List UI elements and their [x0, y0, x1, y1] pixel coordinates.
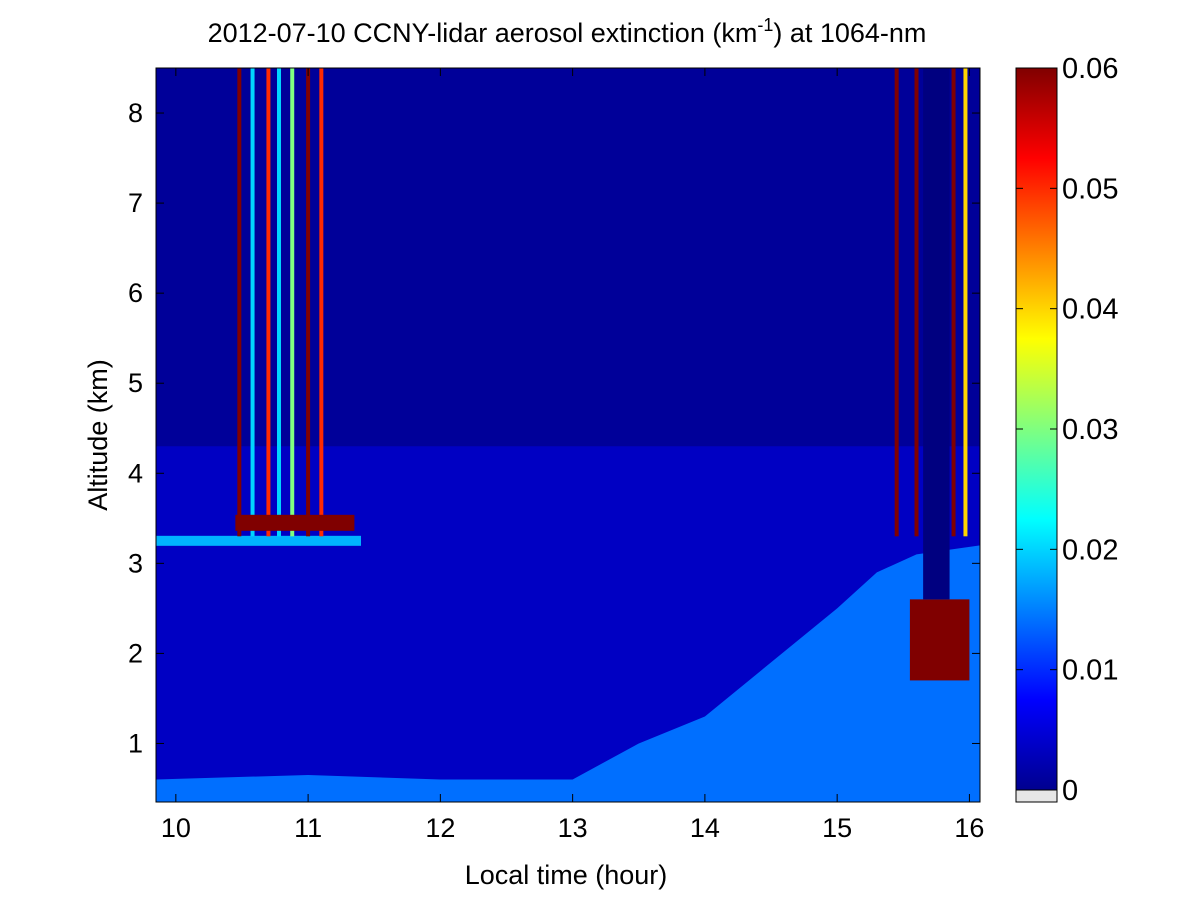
cloud-layer	[235, 514, 355, 531]
plot-frame	[155, 67, 981, 803]
colorbar-tick-label: 0.02	[1062, 534, 1118, 566]
cloud-column	[951, 68, 956, 537]
title-tail: ) at 1064-nm	[773, 18, 926, 48]
cloud-column	[914, 68, 919, 537]
y-tick-label: 2	[128, 638, 143, 668]
cloud-column	[894, 68, 899, 537]
cloud-column	[250, 68, 255, 537]
colorbar-tick-label: 0.05	[1062, 173, 1118, 205]
x-tick-label: 16	[954, 813, 984, 843]
cloud-column	[319, 68, 324, 537]
y-tick-label: 3	[128, 548, 143, 578]
x-tick-label: 11	[294, 813, 322, 843]
colorbar-tick-label: 0.01	[1062, 655, 1118, 687]
x-tick-label: 14	[690, 813, 720, 843]
y-axis: 1 2 3 4 5 6 7 8	[128, 98, 980, 758]
colorbar-ticks: 0 0.01 0.02 0.03 0.04 0.05 0.06	[1016, 53, 1118, 807]
aerosol-layer	[156, 535, 362, 546]
title-superscript: -1	[757, 15, 773, 35]
low-cloud-block	[909, 599, 970, 681]
cloud-column	[963, 68, 968, 537]
chart-title: 2012-07-10 CCNY-lidar aerosol extinction…	[208, 15, 927, 48]
y-tick-label: 6	[128, 278, 143, 308]
cloud-column	[290, 68, 295, 537]
plot-area	[156, 68, 980, 802]
title-main: 2012-07-10 CCNY-lidar aerosol extinction…	[208, 18, 758, 48]
colorbar-tick-label: 0.06	[1062, 53, 1118, 85]
blank-segment	[923, 68, 950, 600]
cloud-column	[277, 68, 282, 537]
x-tick-label: 10	[161, 813, 191, 843]
x-tick-label: 13	[558, 813, 588, 843]
cloud-column	[237, 68, 242, 537]
x-axis: 10 11 12 13 14 15 16	[161, 68, 984, 843]
y-tick-label: 1	[128, 728, 143, 758]
y-tick-label: 5	[128, 368, 143, 398]
colorbar-tick-label: 0	[1062, 775, 1078, 807]
y-tick-label: 7	[128, 188, 143, 218]
y-tick-label: 4	[128, 458, 143, 488]
x-axis-label: Local time (hour)	[465, 860, 668, 890]
y-tick-label: 8	[128, 98, 143, 128]
colorbar-tick-label: 0.03	[1062, 414, 1118, 446]
cloud-column	[266, 68, 271, 537]
x-tick-label: 15	[822, 813, 852, 843]
x-tick-label: 12	[425, 813, 455, 843]
cloud-column	[306, 68, 311, 537]
y-axis-label: Altitude (km)	[83, 359, 113, 511]
colorbar-tick-label: 0.04	[1062, 294, 1118, 326]
colorbar-under-cap	[1015, 789, 1058, 803]
boundary-layer	[156, 545, 980, 802]
